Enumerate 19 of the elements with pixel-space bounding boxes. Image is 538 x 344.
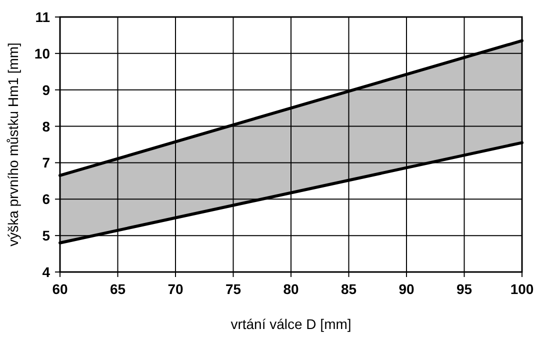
x-tick-label: 85 [340, 281, 357, 297]
x-tick-label: 70 [168, 281, 184, 297]
x-tick-label: 80 [283, 281, 299, 297]
y-axis-title: výška prvního můstku Hm1 [mm] [5, 42, 21, 246]
y-tick-label: 10 [34, 45, 50, 62]
y-tick-label: 6 [42, 191, 50, 208]
y-tick-label: 11 [35, 9, 50, 25]
x-tick-label: 60 [52, 281, 68, 297]
y-tick-label: 9 [42, 82, 50, 98]
x-tick-label: 75 [225, 281, 242, 297]
x-tick-label: 95 [456, 281, 472, 297]
x-tick-label: 90 [398, 281, 414, 297]
y-tick-label: 7 [42, 154, 50, 171]
x-axis-title: vrtání válce D [mm] [230, 316, 352, 332]
y-tick-label: 4 [42, 264, 50, 280]
y-tick-label: 5 [42, 228, 50, 244]
x-tick-label: 100 [510, 281, 534, 297]
x-tick-label: 65 [110, 281, 126, 297]
y-tick-label: 8 [42, 118, 50, 134]
